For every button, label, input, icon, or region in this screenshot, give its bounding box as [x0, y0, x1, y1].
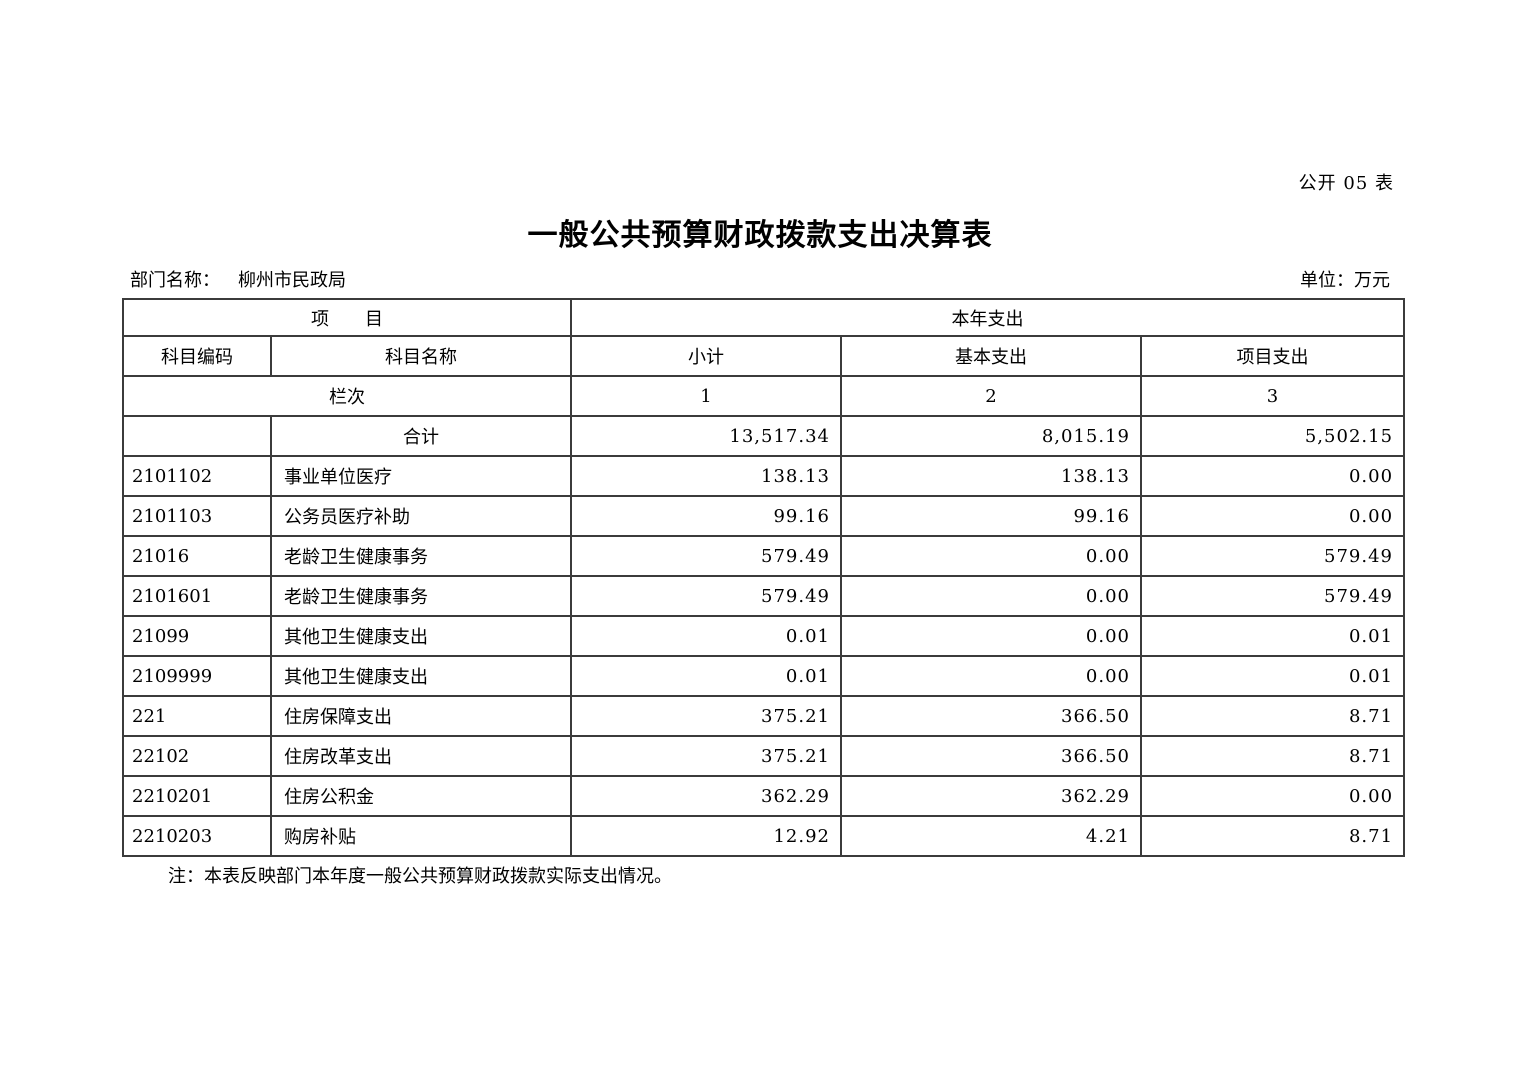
table-row: 21099 其他卫生健康支出 0.01 0.00 0.01 — [122, 615, 1406, 657]
project-expenditure-cell: 8.71 — [1139, 695, 1406, 737]
expenditure-table: 项 目 本年支出 科目编码 科目名称 小计 基本支出 项目支出 栏次 1 2 3… — [122, 298, 1406, 857]
table-footnote: 注：本表反映部门本年度一般公共预算财政拨款实际支出情况。 — [168, 866, 672, 887]
subtotal-cell: 12.92 — [570, 815, 842, 857]
subtotal-cell: 375.21 — [570, 735, 842, 777]
subject-code-cell: 2109999 — [122, 655, 272, 697]
header-project-expenditure: 项目支出 — [1139, 335, 1406, 377]
table-row: 2109999 其他卫生健康支出 0.01 0.00 0.01 — [122, 655, 1406, 697]
department-name-label: 部门名称： — [130, 270, 220, 291]
project-expenditure-cell: 0.01 — [1139, 655, 1406, 697]
subtotal-cell: 13,517.34 — [570, 415, 842, 457]
basic-expenditure-cell: 99.16 — [840, 495, 1142, 537]
table-row: 2210201 住房公积金 362.29 362.29 0.00 — [122, 775, 1406, 817]
subject-name-cell: 住房改革支出 — [270, 735, 572, 777]
header-rank-1: 1 — [570, 375, 842, 417]
subject-name-cell: 老龄卫生健康事务 — [270, 575, 572, 617]
subtotal-cell: 579.49 — [570, 535, 842, 577]
subject-code-cell: 2210201 — [122, 775, 272, 817]
basic-expenditure-cell: 366.50 — [840, 695, 1142, 737]
table-row: 21016 老龄卫生健康事务 579.49 0.00 579.49 — [122, 535, 1406, 577]
page-title: 一般公共预算财政拨款支出决算表 — [527, 218, 993, 253]
subject-code-cell: 2101103 — [122, 495, 272, 537]
subtotal-cell: 99.16 — [570, 495, 842, 537]
subject-code-cell: 2101601 — [122, 575, 272, 617]
table-row: 22102 住房改革支出 375.21 366.50 8.71 — [122, 735, 1406, 777]
header-subtotal: 小计 — [570, 335, 842, 377]
unit-label: 单位：万元 — [1300, 270, 1390, 291]
department-name-value: 柳州市民政局 — [238, 270, 346, 291]
subtotal-cell: 0.01 — [570, 655, 842, 697]
doc-number-label: 公开 05 表 — [1298, 173, 1394, 194]
subtotal-cell: 579.49 — [570, 575, 842, 617]
header-rank-2: 2 — [840, 375, 1142, 417]
header-columns-row: 科目编码 科目名称 小计 基本支出 项目支出 — [122, 335, 1406, 377]
project-expenditure-cell: 0.00 — [1139, 775, 1406, 817]
subject-code-cell: 21099 — [122, 615, 272, 657]
subject-name-cell: 公务员医疗补助 — [270, 495, 572, 537]
basic-expenditure-cell: 0.00 — [840, 615, 1142, 657]
subject-name-cell: 其他卫生健康支出 — [270, 655, 572, 697]
subtotal-cell: 0.01 — [570, 615, 842, 657]
project-expenditure-cell: 0.01 — [1139, 615, 1406, 657]
subject-code-cell: 221 — [122, 695, 272, 737]
subtotal-cell: 138.13 — [570, 455, 842, 497]
subject-code-cell: 2101102 — [122, 455, 272, 497]
basic-expenditure-cell: 138.13 — [840, 455, 1142, 497]
total-label-cell: 合计 — [270, 415, 572, 457]
subject-name-cell: 老龄卫生健康事务 — [270, 535, 572, 577]
subtotal-cell: 375.21 — [570, 695, 842, 737]
project-expenditure-cell: 5,502.15 — [1139, 415, 1406, 457]
header-group-row: 项 目 本年支出 — [122, 298, 1406, 337]
header-subject-code: 科目编码 — [122, 335, 272, 377]
subject-code-cell: 2210203 — [122, 815, 272, 857]
header-rank-row: 栏次 1 2 3 — [122, 375, 1406, 417]
subtotal-cell: 362.29 — [570, 775, 842, 817]
subject-code-cell: 22102 — [122, 735, 272, 777]
header-basic-expenditure: 基本支出 — [840, 335, 1142, 377]
table-row: 2101103 公务员医疗补助 99.16 99.16 0.00 — [122, 495, 1406, 537]
header-subject-name: 科目名称 — [270, 335, 572, 377]
basic-expenditure-cell: 0.00 — [840, 535, 1142, 577]
project-expenditure-cell: 8.71 — [1139, 815, 1406, 857]
basic-expenditure-cell: 8,015.19 — [840, 415, 1142, 457]
basic-expenditure-cell: 0.00 — [840, 575, 1142, 617]
table-row: 2210203 购房补贴 12.92 4.21 8.71 — [122, 815, 1406, 857]
subject-name-cell: 购房补贴 — [270, 815, 572, 857]
subject-name-cell: 事业单位医疗 — [270, 455, 572, 497]
table-row: 2101102 事业单位医疗 138.13 138.13 0.00 — [122, 455, 1406, 497]
basic-expenditure-cell: 366.50 — [840, 735, 1142, 777]
project-expenditure-cell: 0.00 — [1139, 495, 1406, 537]
subject-name-cell: 住房公积金 — [270, 775, 572, 817]
basic-expenditure-cell: 4.21 — [840, 815, 1142, 857]
subject-name-cell: 住房保障支出 — [270, 695, 572, 737]
project-expenditure-cell: 579.49 — [1139, 575, 1406, 617]
meta-row: 部门名称： 柳州市民政局 单位：万元 — [130, 266, 1390, 292]
table-row: 2101601 老龄卫生健康事务 579.49 0.00 579.49 — [122, 575, 1406, 617]
table-row: 221 住房保障支出 375.21 366.50 8.71 — [122, 695, 1406, 737]
header-rank-label: 栏次 — [122, 375, 572, 417]
subject-code-cell: 21016 — [122, 535, 272, 577]
subject-code-cell — [122, 415, 272, 457]
total-row: 合计 13,517.34 8,015.19 5,502.15 — [122, 415, 1406, 457]
header-item-group: 项 目 — [122, 298, 572, 337]
subject-name-cell: 其他卫生健康支出 — [270, 615, 572, 657]
header-year-expenditure-group: 本年支出 — [569, 298, 1406, 337]
basic-expenditure-cell: 0.00 — [840, 655, 1142, 697]
header-rank-3: 3 — [1139, 375, 1406, 417]
department-line: 部门名称： 柳州市民政局 — [130, 266, 346, 292]
project-expenditure-cell: 579.49 — [1139, 535, 1406, 577]
project-expenditure-cell: 8.71 — [1139, 735, 1406, 777]
project-expenditure-cell: 0.00 — [1139, 455, 1406, 497]
basic-expenditure-cell: 362.29 — [840, 775, 1142, 817]
